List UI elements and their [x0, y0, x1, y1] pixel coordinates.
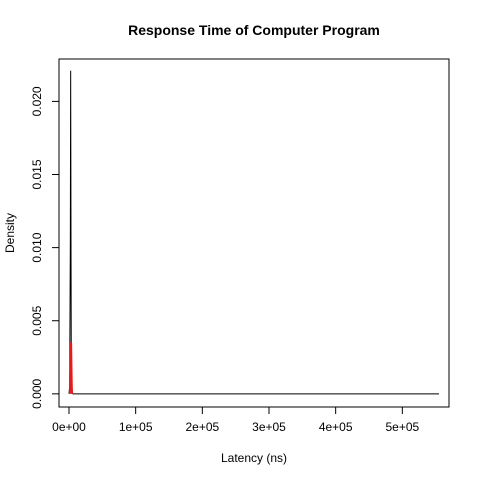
- y-axis: 0.000 0.005 0.010 0.015 0.020: [30, 86, 60, 409]
- y-tick-label: 0.020: [30, 86, 44, 116]
- plot-frame: [58, 58, 450, 408]
- y-tick-label: 0.000: [30, 379, 44, 409]
- x-tick-label: 3e+05: [252, 420, 286, 434]
- y-tick-label: 0.005: [30, 305, 44, 335]
- x-tick-label: 5e+05: [385, 420, 419, 434]
- y-tick-label: 0.010: [30, 232, 44, 262]
- density-series-1: [68, 70, 439, 395]
- density-series-2: [68, 342, 74, 394]
- x-tick-label: 0e+00: [52, 420, 86, 434]
- x-tick-label: 4e+05: [319, 420, 353, 434]
- series-layer: [68, 70, 439, 395]
- chart-title: Response Time of Computer Program: [128, 22, 380, 38]
- x-axis-label: Latency (ns): [221, 451, 287, 465]
- x-tick-label: 2e+05: [185, 420, 219, 434]
- y-tick-label: 0.015: [30, 159, 44, 189]
- x-axis: 0e+00 1e+05 2e+05 3e+05 4e+05 5e+05: [52, 406, 420, 434]
- y-axis-label: Density: [3, 213, 17, 253]
- x-tick-label: 1e+05: [119, 420, 153, 434]
